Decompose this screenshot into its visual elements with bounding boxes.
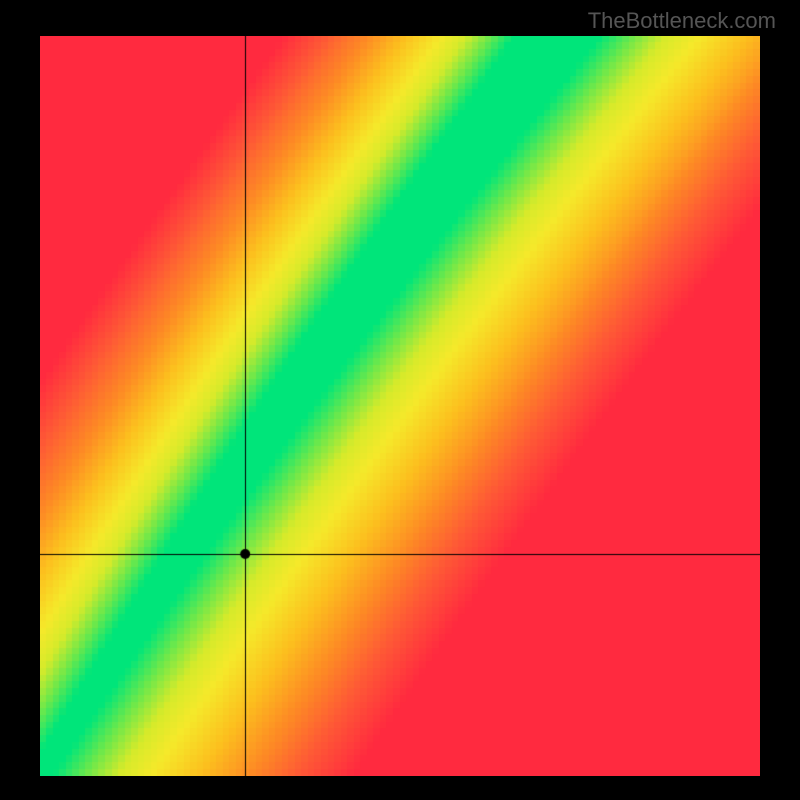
chart-container: TheBottleneck.com (0, 0, 800, 800)
watermark-text: TheBottleneck.com (588, 8, 776, 34)
bottleneck-heatmap (40, 36, 760, 776)
